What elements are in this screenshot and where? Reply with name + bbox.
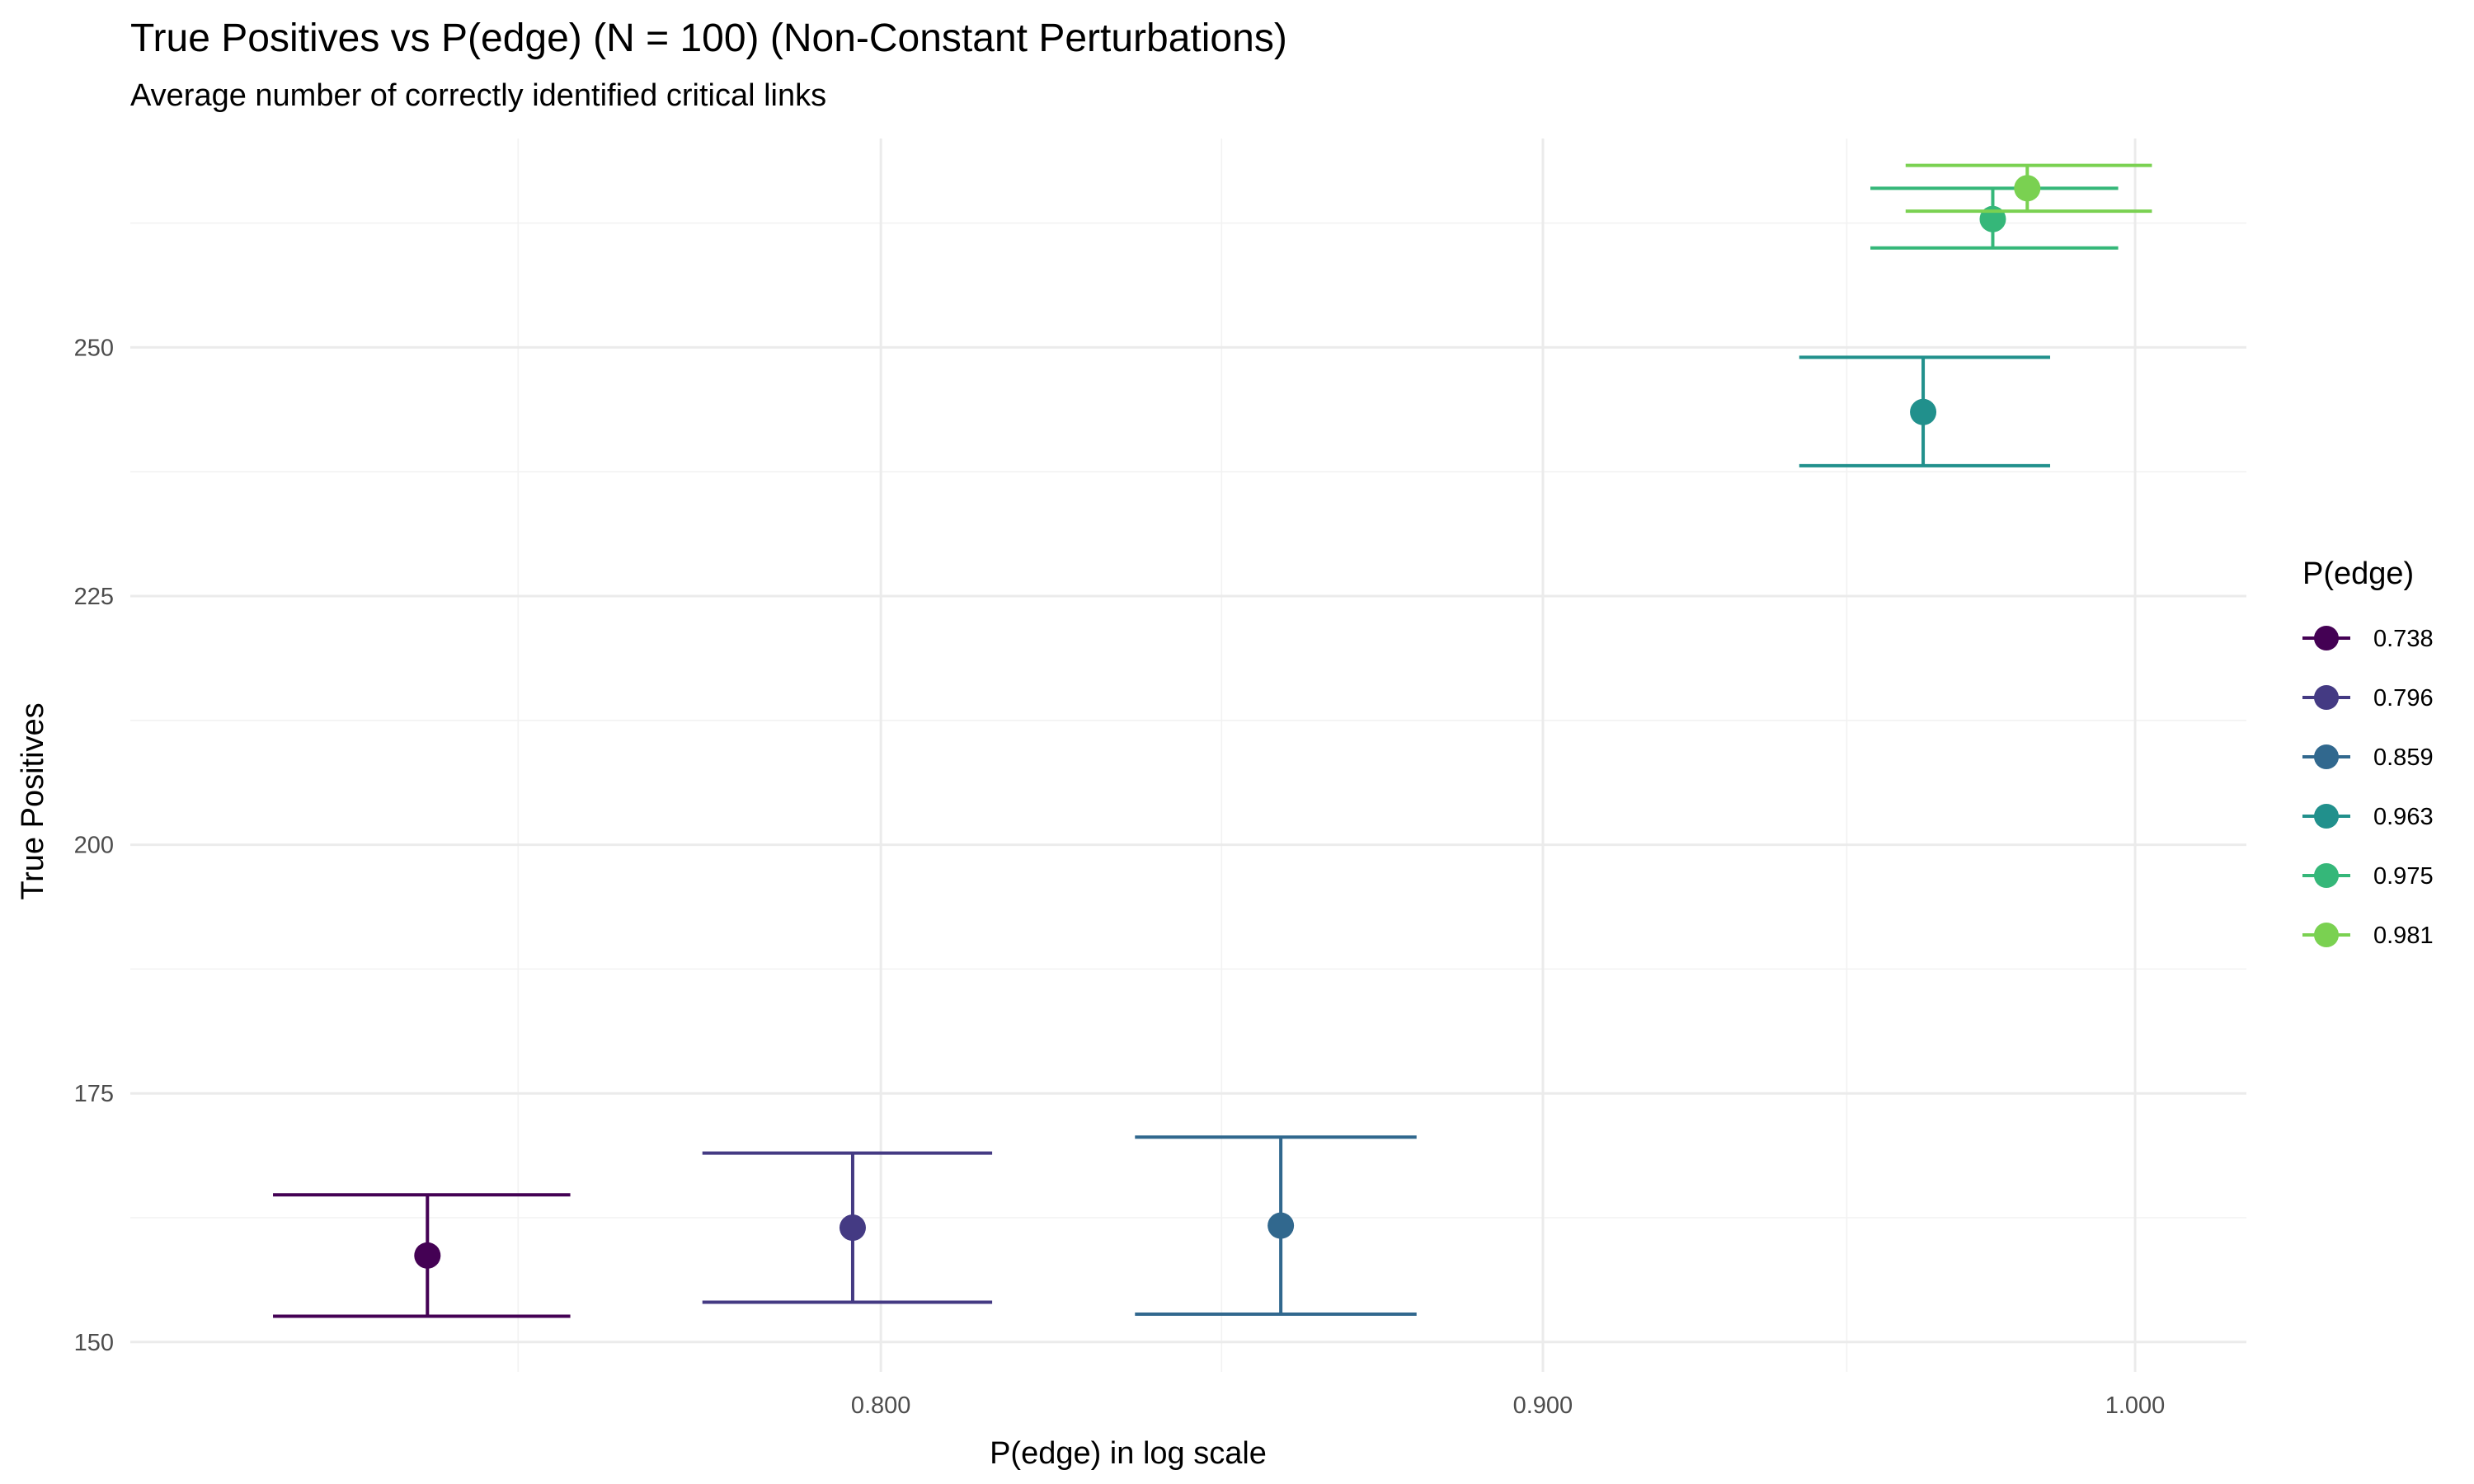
- series-0.975: [1870, 186, 2119, 250]
- y-tick-label: 150: [74, 1330, 114, 1356]
- x-axis-title: P(edge) in log scale: [990, 1436, 1267, 1471]
- x-tick-label: 0.900: [1513, 1392, 1573, 1419]
- data-point: [414, 1242, 441, 1269]
- data-point: [839, 1214, 866, 1242]
- y-tick-label: 200: [74, 833, 114, 859]
- legend-key-point: [2314, 626, 2339, 650]
- series-0.981: [1905, 163, 2152, 214]
- legend-label: 0.796: [2373, 685, 2434, 711]
- x-axis-ticks: 0.800 0.900 1.000: [851, 1392, 2165, 1419]
- legend-key-point: [2314, 685, 2339, 710]
- data-point: [2014, 175, 2041, 202]
- legend-label: 0.963: [2373, 804, 2434, 830]
- chart-title: True Positives vs P(edge) (N = 100) (Non…: [130, 16, 1287, 60]
- legend: P(edge) 0.738 0.796 0.859 0.963 0.975 0.981: [2302, 556, 2434, 949]
- x-tick-label: 0.800: [851, 1392, 911, 1419]
- minor-gridlines: [130, 139, 2246, 1372]
- series-0.738: [273, 1193, 571, 1318]
- legend-title: P(edge): [2302, 556, 2414, 591]
- y-tick-label: 175: [74, 1081, 114, 1107]
- series-0.859: [1135, 1135, 1417, 1317]
- legend-label: 0.859: [2373, 744, 2434, 771]
- y-tick-label: 250: [74, 335, 114, 361]
- series-0.963: [1799, 355, 2051, 467]
- y-axis-ticks: 150 175 200 225 250: [74, 335, 114, 1355]
- legend-label: 0.975: [2373, 863, 2434, 890]
- data-point: [1268, 1212, 1295, 1239]
- legend-key-point: [2314, 923, 2339, 947]
- x-tick-label: 1.000: [2105, 1392, 2166, 1419]
- data-point: [1910, 398, 1937, 425]
- chart-subtitle: Average number of correctly identified c…: [130, 78, 826, 113]
- series-0.796: [702, 1151, 993, 1304]
- legend-label: 0.981: [2373, 923, 2434, 949]
- legend-key-point: [2314, 804, 2339, 829]
- data-marks: [273, 163, 2152, 1318]
- legend-label: 0.738: [2373, 626, 2434, 652]
- legend-key-point: [2314, 863, 2339, 888]
- legend-key-point: [2314, 744, 2339, 769]
- y-tick-label: 225: [74, 584, 114, 610]
- y-axis-title: True Positives: [16, 702, 50, 899]
- major-gridlines: [130, 139, 2246, 1372]
